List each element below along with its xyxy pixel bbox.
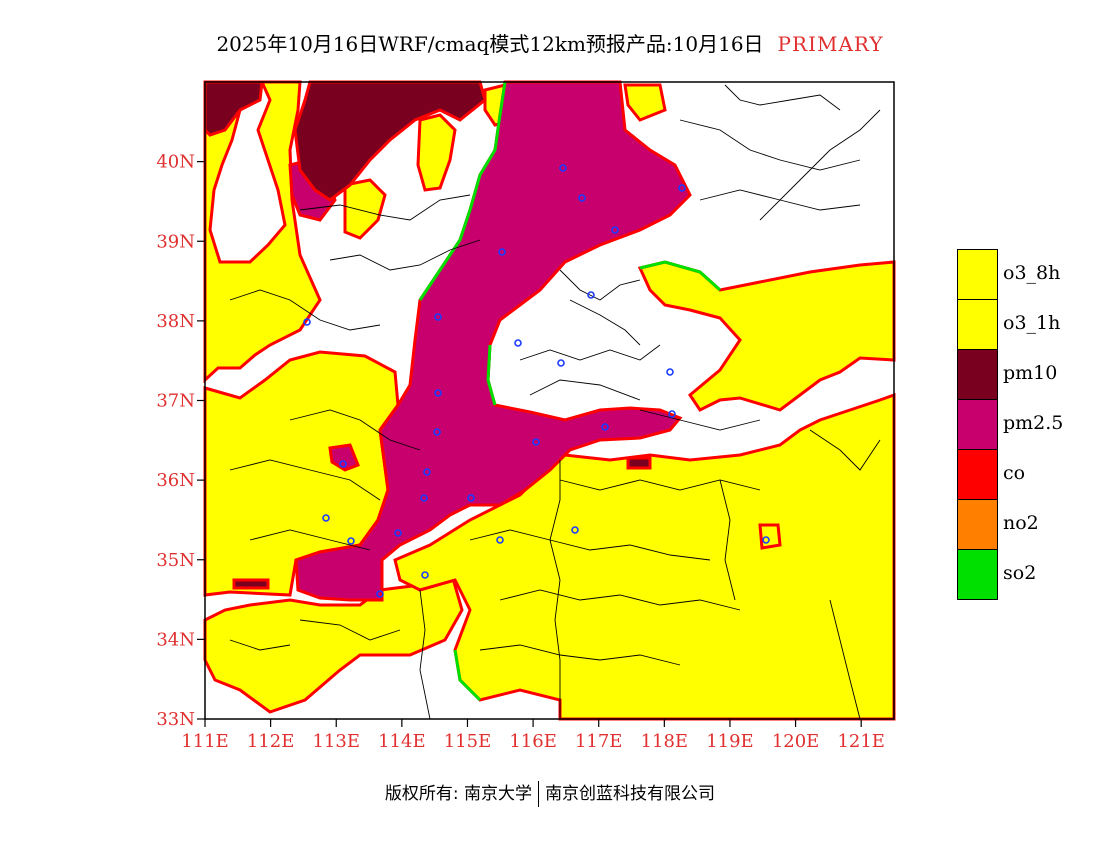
axis-tick-labels: 33N 34N 35N 36N 37N 38N 39N 40N 111E 112E 113E 114E… xyxy=(156,152,885,752)
pm10-region xyxy=(203,80,652,590)
lon-tick-label: 116E xyxy=(509,731,557,752)
city-marker xyxy=(611,226,619,234)
city-marker xyxy=(394,529,402,537)
footer-separator xyxy=(538,781,540,807)
lon-tick-label: 117E xyxy=(575,731,623,752)
legend-label: no2 xyxy=(1003,512,1039,534)
legend-swatch xyxy=(957,549,998,600)
city-marker xyxy=(571,526,579,534)
pollutant-regions xyxy=(203,80,896,721)
legend-item: no2 xyxy=(957,499,1097,550)
lat-tick-label: 37N xyxy=(156,391,195,412)
city-marker xyxy=(578,194,586,202)
legend-swatch xyxy=(957,349,998,400)
lat-tick-label: 35N xyxy=(156,550,195,571)
city-markers xyxy=(303,164,770,598)
lon-tick-label: 118E xyxy=(641,731,689,752)
legend-swatch xyxy=(957,399,998,450)
city-marker xyxy=(557,359,565,367)
legend-swatch xyxy=(957,249,998,300)
legend-item: o3_8h xyxy=(957,249,1097,300)
legend-swatch xyxy=(957,499,998,550)
legend-swatch xyxy=(957,449,998,500)
map-title: 2025年10月16日WRF/cmaq模式12km预报产品:10月16日 PRIM… xyxy=(0,28,1100,57)
city-marker xyxy=(666,368,674,376)
city-marker xyxy=(532,438,540,446)
city-marker xyxy=(433,428,441,436)
city-marker xyxy=(421,571,429,579)
admin-boundaries xyxy=(229,84,881,720)
lon-tick-label: 115E xyxy=(444,731,492,752)
legend-label: pm10 xyxy=(1003,362,1058,384)
legend-label: so2 xyxy=(1003,562,1037,584)
city-marker xyxy=(498,248,506,256)
lat-tick-label: 36N xyxy=(156,470,195,491)
title-tag: PRIMARY xyxy=(777,32,884,56)
lon-tick-label: 113E xyxy=(312,731,360,752)
city-marker xyxy=(376,590,384,598)
city-marker xyxy=(434,389,442,397)
copyright-footer: 版权所有: 南京大学 南京创蓝科技有限公司 xyxy=(0,779,1100,807)
city-marker xyxy=(434,313,442,321)
footer-left: 版权所有: 南京大学 xyxy=(384,784,533,804)
city-marker xyxy=(322,514,330,522)
city-marker xyxy=(339,460,347,468)
city-marker xyxy=(668,410,676,418)
city-marker xyxy=(678,184,686,192)
lon-tick-label: 119E xyxy=(706,731,754,752)
city-marker xyxy=(423,468,431,476)
city-marker xyxy=(601,423,609,431)
legend-item: so2 xyxy=(957,549,1097,600)
legend-label: o3_8h xyxy=(1003,262,1061,284)
legend-item: co xyxy=(957,449,1097,500)
lon-tick-label: 111E xyxy=(181,731,229,752)
lon-tick-label: 121E xyxy=(837,731,885,752)
legend-item: o3_1h xyxy=(957,299,1097,350)
footer-right: 南京创蓝科技有限公司 xyxy=(545,784,716,804)
lon-tick-label: 112E xyxy=(247,731,295,752)
legend-label: co xyxy=(1003,462,1026,484)
lon-tick-label: 114E xyxy=(378,731,426,752)
axis-ticks xyxy=(197,161,862,727)
legend-item: pm2.5 xyxy=(957,399,1097,450)
lon-tick-label: 120E xyxy=(772,731,820,752)
o3-region xyxy=(203,80,896,721)
lat-tick-label: 33N xyxy=(156,709,195,730)
lat-tick-label: 34N xyxy=(156,629,195,650)
legend-label: o3_1h xyxy=(1003,312,1061,334)
city-marker xyxy=(347,537,355,545)
so2-edges xyxy=(418,81,722,702)
city-marker xyxy=(559,164,567,172)
legend-label: pm2.5 xyxy=(1003,412,1064,434)
pm25-region xyxy=(288,80,692,602)
lat-tick-label: 38N xyxy=(156,311,195,332)
legend-item: pm10 xyxy=(957,349,1097,400)
legend-swatch xyxy=(957,299,998,350)
city-marker xyxy=(303,318,311,326)
city-marker xyxy=(467,494,475,502)
legend: o3_8h o3_1h pm10 pm2.5 co no2 so2 xyxy=(957,249,1097,600)
lat-tick-label: 40N xyxy=(156,152,195,173)
city-marker xyxy=(762,536,770,544)
city-marker xyxy=(587,291,595,299)
city-marker xyxy=(514,339,522,347)
city-marker xyxy=(420,494,428,502)
city-marker xyxy=(496,536,504,544)
title-main: 2025年10月16日WRF/cmaq模式12km预报产品:10月16日 xyxy=(216,32,764,56)
lat-tick-label: 39N xyxy=(156,231,195,252)
